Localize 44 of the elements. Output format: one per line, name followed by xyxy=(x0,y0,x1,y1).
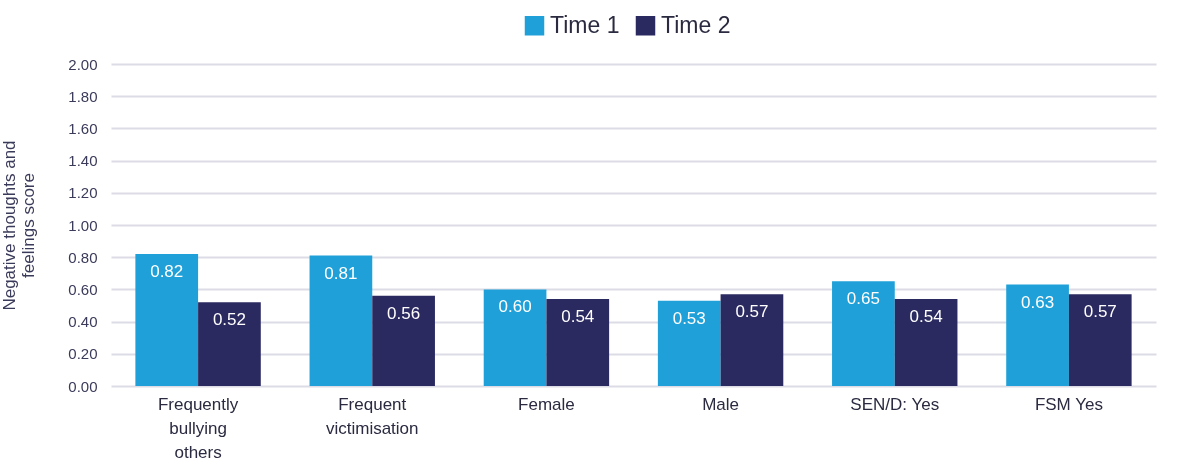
y-tick-label: 2.00 xyxy=(68,55,98,73)
y-tick-label: 1.20 xyxy=(68,184,98,202)
legend-label: Time 2 xyxy=(661,11,731,38)
y-tick-label: 1.60 xyxy=(68,119,98,137)
bar xyxy=(546,299,610,386)
x-tick-label: SEN/D: Yes xyxy=(850,394,940,414)
bar xyxy=(483,289,547,386)
bar xyxy=(657,300,721,386)
legend-label: Time 1 xyxy=(550,11,620,38)
y-tick-label: 0.20 xyxy=(68,345,98,363)
y-tick-label: 0.60 xyxy=(68,280,98,298)
x-tick-label: FSM Yes xyxy=(1034,394,1103,414)
y-tick-label: 0.00 xyxy=(68,377,98,395)
data-label: 0.56 xyxy=(387,303,421,323)
x-tick-label: Male xyxy=(702,394,740,414)
y-tick-label: 0.40 xyxy=(68,313,98,331)
y-tick-label: 1.00 xyxy=(68,216,98,234)
data-label: 0.54 xyxy=(561,307,595,327)
data-label: 0.60 xyxy=(498,297,532,317)
data-label: 0.54 xyxy=(909,307,943,327)
bar xyxy=(1006,284,1069,386)
data-label: 0.57 xyxy=(1083,302,1117,322)
bar xyxy=(1068,294,1132,386)
y-tick-label: 1.40 xyxy=(68,152,98,170)
y-tick-label: 1.80 xyxy=(68,87,98,105)
bar xyxy=(309,255,373,386)
data-label: 0.57 xyxy=(735,302,769,322)
x-tick-label: Frequent victimisation xyxy=(325,394,419,438)
data-label: 0.82 xyxy=(150,261,184,281)
data-label: 0.53 xyxy=(672,308,706,328)
bar xyxy=(198,302,261,386)
bar xyxy=(720,294,784,386)
bar xyxy=(894,299,958,386)
bar xyxy=(135,253,199,386)
y-axis-title: Negative thoughts and feelings score xyxy=(0,140,39,311)
data-label: 0.81 xyxy=(324,263,358,283)
data-label: 0.63 xyxy=(1021,292,1055,312)
bar xyxy=(372,295,435,386)
data-label: 0.52 xyxy=(212,310,246,330)
x-tick-label: Frequently bullying others xyxy=(157,394,239,462)
bar xyxy=(832,281,895,386)
y-tick-label: 0.80 xyxy=(68,248,98,266)
x-tick-label: Female xyxy=(518,394,575,414)
data-label: 0.65 xyxy=(846,289,880,309)
